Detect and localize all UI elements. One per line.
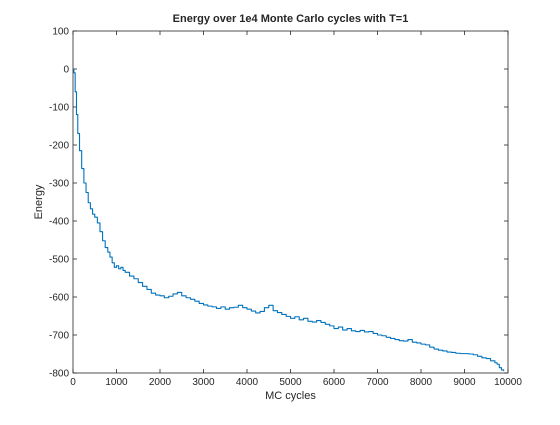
y-tick-label: -700 <box>49 331 69 342</box>
x-tick-label: 6000 <box>323 377 346 388</box>
y-tick-label: -400 <box>49 217 69 228</box>
y-tick-label: -600 <box>49 293 69 304</box>
x-tick-label: 5000 <box>279 377 302 388</box>
y-tick-label: -200 <box>49 141 69 152</box>
x-axis-label: MC cycles <box>265 390 316 402</box>
y-tick-label: -800 <box>49 369 69 380</box>
tick-labels-layer: 0 1000 2000 3000 4000 5000 6000 7000 8000 9000 100… <box>49 27 522 389</box>
x-tick-label: 10000 <box>494 377 522 388</box>
y-tick-label: -300 <box>49 179 69 190</box>
series-line-energy <box>73 68 505 372</box>
plot-area-background <box>73 31 508 373</box>
x-tick-label: 1000 <box>105 377 128 388</box>
x-tick-label: 7000 <box>366 377 389 388</box>
x-tick-label: 2000 <box>149 377 172 388</box>
x-tick-label: 8000 <box>410 377 433 388</box>
plot-area-frame <box>72 30 509 374</box>
x-tick-label: 9000 <box>453 377 476 388</box>
x-tick-label: 4000 <box>236 377 259 388</box>
y-tick-label: 0 <box>63 65 69 76</box>
chart-title: Energy over 1e4 Monte Carlo cycles with … <box>173 13 409 25</box>
y-tick-label: 100 <box>52 27 69 38</box>
x-tick-label: 0 <box>70 377 76 388</box>
y-tick-label: -100 <box>49 103 69 114</box>
y-axis-label: Energy <box>33 184 45 219</box>
y-tick-label: -500 <box>49 255 69 266</box>
x-tick-label: 3000 <box>192 377 215 388</box>
